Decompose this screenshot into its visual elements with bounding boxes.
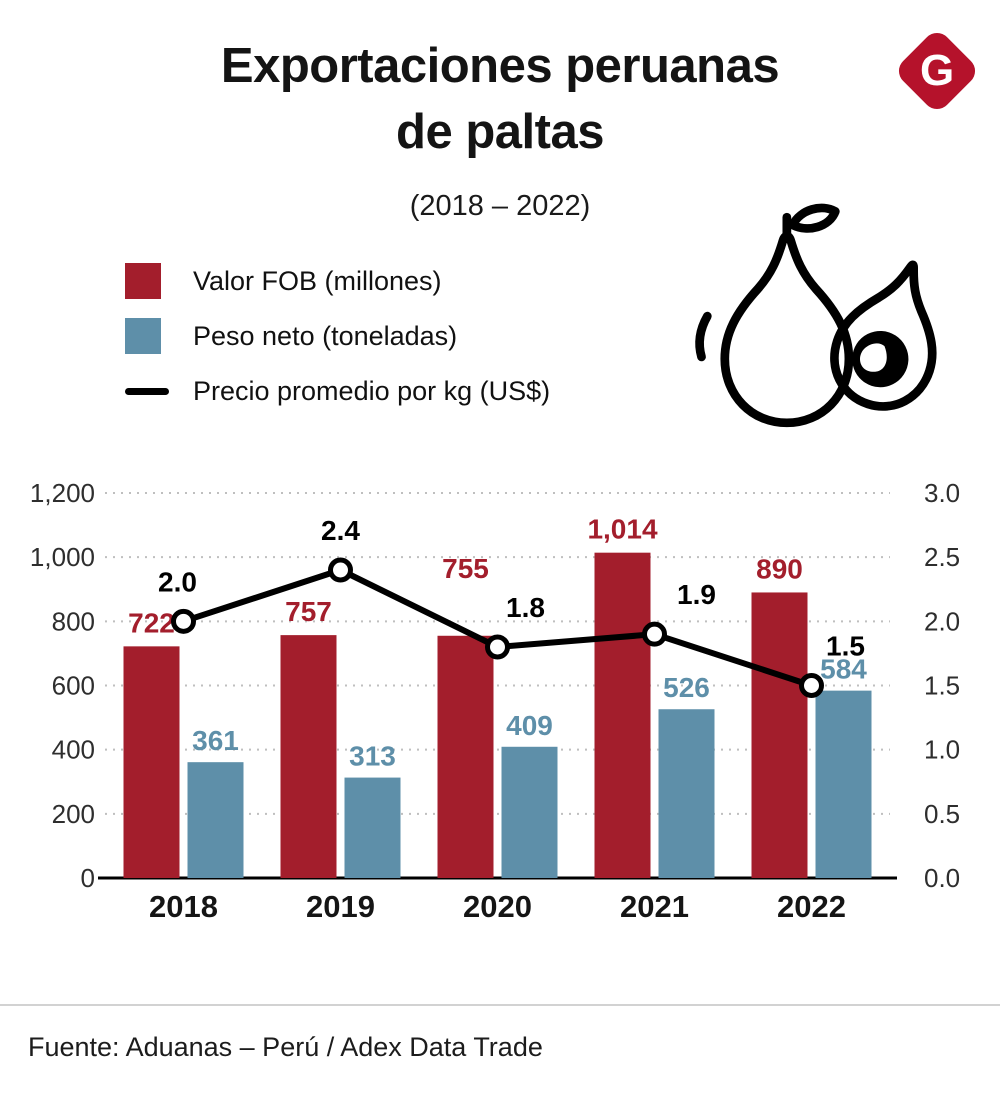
source-note: Fuente: Aduanas – Perú / Adex Data Trade xyxy=(28,1032,543,1062)
legend-label-precio: Precio promedio por kg (US$) xyxy=(193,375,551,406)
bar-peso-neto xyxy=(501,746,558,878)
right-axis-tick: 2.5 xyxy=(924,542,960,572)
fob-value-label: 755 xyxy=(442,553,489,584)
price-label: 1.9 xyxy=(677,579,716,610)
avocado-icon xyxy=(695,203,937,428)
legend-swatch-peso xyxy=(125,318,161,354)
peso-value-label: 313 xyxy=(349,741,396,772)
left-axis-tick: 1,000 xyxy=(30,542,95,572)
x-axis-label: 2018 xyxy=(149,889,218,924)
price-label: 1.8 xyxy=(506,592,545,623)
left-axis-tick: 200 xyxy=(52,799,95,829)
left-axis-tick: 400 xyxy=(52,735,95,765)
price-marker xyxy=(485,634,510,660)
price-marker xyxy=(642,621,667,647)
legend-label-peso: Peso neto (toneladas) xyxy=(193,320,458,351)
logo-letter: G xyxy=(919,45,955,95)
peso-value-label: 361 xyxy=(192,725,239,756)
price-marker xyxy=(799,673,824,698)
x-axis-label: 2020 xyxy=(463,889,532,924)
legend-label-fob: Valor FOB (millones) xyxy=(193,265,442,296)
left-axis-tick: 1,200 xyxy=(30,478,95,508)
bar-peso-neto xyxy=(187,762,244,878)
price-line xyxy=(180,567,815,689)
footer-divider xyxy=(0,1004,1000,1006)
peso-value-label: 584 xyxy=(820,654,867,685)
legend-item-precio: Precio promedio por kg (US$) xyxy=(125,372,550,410)
bar-peso-neto xyxy=(815,690,872,878)
page-title: Exportaciones peruanas de paltas xyxy=(220,39,780,159)
fob-value-label: 757 xyxy=(285,596,332,627)
bar-peso-neto xyxy=(344,777,401,878)
bar-valor-fob xyxy=(751,592,808,878)
fob-value-label: 722 xyxy=(128,607,175,638)
right-axis-tick: 2.0 xyxy=(924,606,960,636)
price-label: 2.0 xyxy=(158,566,197,597)
bar-valor-fob xyxy=(594,552,651,878)
legend-item-fob: Valor FOB (millones) xyxy=(125,262,550,300)
bar-valor-fob xyxy=(123,646,180,878)
peso-value-label: 526 xyxy=(663,672,710,703)
x-axis-label: 2022 xyxy=(777,889,846,924)
right-axis-tick: 1.0 xyxy=(924,735,960,765)
fob-value-label: 1,014 xyxy=(587,514,657,545)
fob-value-label: 890 xyxy=(756,553,803,584)
price-marker xyxy=(171,608,196,634)
right-axis-tick: 1.5 xyxy=(924,671,960,701)
legend-line-sample xyxy=(125,387,169,395)
price-marker xyxy=(328,557,353,583)
chart-svg: 0 0.0 200 0.5 400 1.0 600 1.5 800 2.0 1,000 2.5 1,20… xyxy=(30,478,960,924)
right-axis-tick: 0.0 xyxy=(924,863,960,893)
right-axis-tick: 3.0 xyxy=(924,478,960,508)
bar-valor-fob xyxy=(437,635,494,878)
page-subtitle: (2018 – 2022) xyxy=(409,190,591,222)
legend-swatch-fob xyxy=(125,263,161,299)
x-axis-label: 2021 xyxy=(620,889,689,924)
price-label: 1.5 xyxy=(826,631,865,662)
right-axis-tick: 0.5 xyxy=(924,799,960,829)
left-axis-tick: 0 xyxy=(81,863,95,893)
legend: Valor FOB (millones) Peso neto (tonelada… xyxy=(125,262,550,427)
legend-item-peso: Peso neto (toneladas) xyxy=(125,317,550,355)
x-axis-label: 2019 xyxy=(306,889,375,924)
left-axis-tick: 800 xyxy=(52,606,95,636)
peso-value-label: 409 xyxy=(506,710,553,741)
left-axis-tick: 600 xyxy=(52,671,95,701)
price-label: 2.4 xyxy=(321,515,360,546)
bar-peso-neto xyxy=(658,709,715,878)
bar-valor-fob xyxy=(280,635,337,878)
